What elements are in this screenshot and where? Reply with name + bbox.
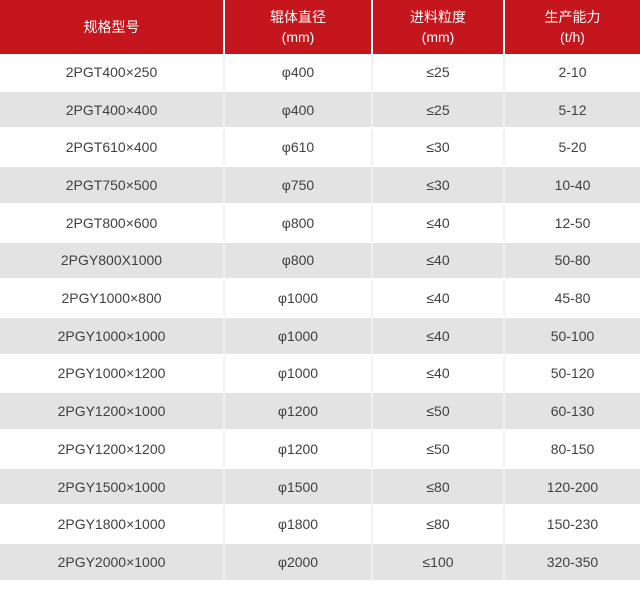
table-cell: ≤30	[373, 129, 505, 168]
header-label: 辊体直径	[270, 8, 326, 25]
table-cell: 2PGT800×600	[0, 204, 225, 243]
table-cell: ≤80	[373, 506, 505, 545]
table-cell: 2-10	[505, 54, 640, 92]
table-cell: ≤50	[373, 393, 505, 432]
header-cell-capacity: 生产能力 (t/h)	[505, 0, 640, 54]
table-row: 2PGY1200×1200 φ1200 ≤50 80-150	[0, 431, 640, 469]
table-cell: 2PGY1000×1000	[0, 317, 225, 356]
table-cell: 2PGT400×400	[0, 91, 225, 130]
header-label: 规格型号	[83, 18, 140, 35]
table-header: 规格型号 辊体直径 (mm) 进料粒度 (mm) 生产能力 (t/h)	[0, 0, 640, 54]
table-cell: 120-200	[505, 468, 640, 507]
table-row: 2PGY1000×800 φ1000 ≤40 45-80	[0, 280, 640, 318]
table-row: 2PGT400×250 φ400 ≤25 2-10	[0, 54, 640, 92]
table-cell: φ1000	[225, 355, 373, 394]
table-cell: φ800	[225, 204, 373, 243]
table-cell: 50-120	[505, 355, 640, 394]
table-cell: ≤100	[373, 544, 505, 582]
table-cell: 12-50	[505, 204, 640, 243]
table-cell: 80-150	[505, 431, 640, 469]
table-cell: 2PGY1800×1000	[0, 506, 225, 545]
table-cell: 2PGY1200×1200	[0, 431, 225, 469]
table-cell: φ800	[225, 242, 373, 281]
header-cell-feed-size: 进料粒度 (mm)	[373, 0, 505, 54]
header-label: 生产能力	[544, 8, 601, 25]
table-row: 2PGY800X1000 φ800 ≤40 50-80	[0, 242, 640, 281]
table-row: 2PGY1500×1000 φ1500 ≤80 120-200	[0, 468, 640, 507]
table-body: 2PGT400×250 φ400 ≤25 2-10 2PGT400×400 φ400 ≤25…	[0, 54, 640, 582]
table-cell: φ1000	[225, 280, 373, 318]
table-cell: ≤40	[373, 242, 505, 281]
table-row: 2PGY2000×1000 φ2000 ≤100 320-350	[0, 544, 640, 582]
header-unit: (t/h)	[560, 29, 585, 45]
table-cell: φ400	[225, 54, 373, 92]
table-cell: ≤40	[373, 355, 505, 394]
table-cell: ≤30	[373, 167, 505, 205]
table-cell: φ1000	[225, 317, 373, 356]
table-cell: 2PGY1000×1200	[0, 355, 225, 394]
table-cell: 50-100	[505, 317, 640, 356]
table-cell: 2PGT610×400	[0, 129, 225, 168]
table-cell: 5-12	[505, 91, 640, 130]
table-cell: 2PGY1500×1000	[0, 468, 225, 507]
header-unit: (mm)	[421, 29, 455, 45]
table-cell: φ2000	[225, 544, 373, 582]
header-label: 进料粒度	[410, 8, 466, 25]
table-cell: ≤40	[373, 317, 505, 356]
table-cell: 2PGY1000×800	[0, 280, 225, 318]
table-cell: 150-230	[505, 506, 640, 545]
table-row: 2PGT400×400 φ400 ≤25 5-12	[0, 91, 640, 130]
table-cell: ≤25	[373, 91, 505, 130]
table-cell: ≤25	[373, 54, 505, 92]
table-row: 2PGT610×400 φ610 ≤30 5-20	[0, 129, 640, 168]
table-cell: 2PGT400×250	[0, 54, 225, 92]
table-cell: 320-350	[505, 544, 640, 582]
table-cell: 2PGT750×500	[0, 167, 225, 205]
table-row: 2PGY1000×1200 φ1000 ≤40 50-120	[0, 355, 640, 394]
table-cell: 10-40	[505, 167, 640, 205]
table-cell: 2PGY2000×1000	[0, 544, 225, 582]
table-cell: φ1200	[225, 393, 373, 432]
header-cell-roller-diameter: 辊体直径 (mm)	[225, 0, 373, 54]
header-cell-model: 规格型号	[0, 0, 225, 54]
table-cell: 45-80	[505, 280, 640, 318]
table-row: 2PGY1800×1000 φ1800 ≤80 150-230	[0, 506, 640, 545]
table-cell: ≤40	[373, 280, 505, 318]
table-row: 2PGY1200×1000 φ1200 ≤50 60-130	[0, 393, 640, 432]
table-cell: φ750	[225, 167, 373, 205]
table-cell: ≤50	[373, 431, 505, 469]
table-row: 2PGT750×500 φ750 ≤30 10-40	[0, 167, 640, 205]
table-cell: φ400	[225, 91, 373, 130]
table-cell: ≤80	[373, 468, 505, 507]
table-cell: φ610	[225, 129, 373, 168]
table-cell: 60-130	[505, 393, 640, 432]
table-row: 2PGY1000×1000 φ1000 ≤40 50-100	[0, 317, 640, 356]
table-cell: φ1200	[225, 431, 373, 469]
table-cell: 50-80	[505, 242, 640, 281]
table-cell: φ1500	[225, 468, 373, 507]
table-row: 2PGT800×600 φ800 ≤40 12-50	[0, 204, 640, 243]
table-cell: 2PGY1200×1000	[0, 393, 225, 432]
table-cell: 5-20	[505, 129, 640, 168]
table-cell: ≤40	[373, 204, 505, 243]
header-unit: (mm)	[281, 29, 315, 45]
table-cell: 2PGY800X1000	[0, 242, 225, 281]
table-cell: φ1800	[225, 506, 373, 545]
